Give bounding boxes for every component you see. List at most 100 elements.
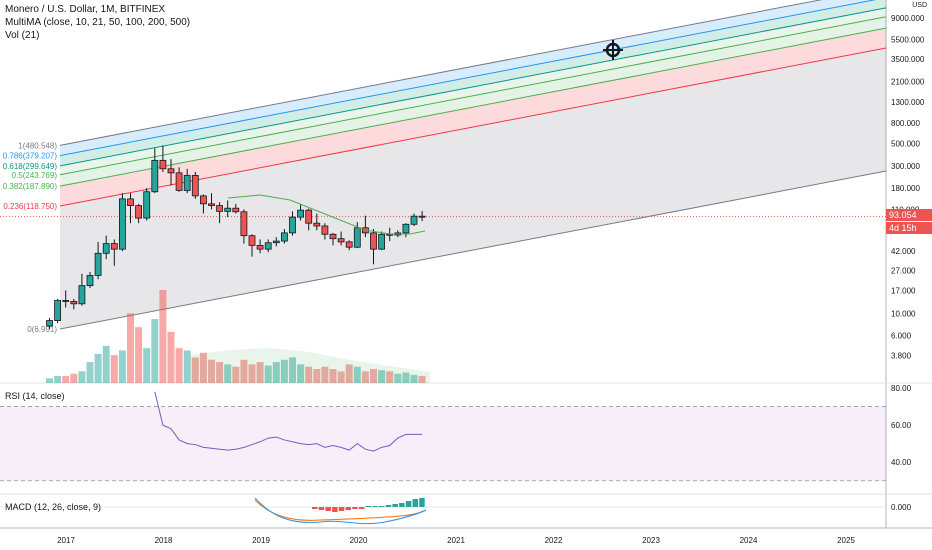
candle-body	[191, 175, 199, 197]
candles	[46, 145, 426, 330]
volume-bar	[272, 362, 280, 383]
candle-body	[224, 207, 232, 212]
multima-legend[interactable]: MultiMA (close, 10, 21, 50, 100, 200, 50…	[5, 17, 191, 28]
price-axis-label: 27.000	[891, 266, 916, 275]
macd-histogram-bar	[405, 501, 412, 507]
price-axis-label: 10.000	[891, 310, 916, 319]
volume-bar	[159, 290, 167, 383]
candle-body	[143, 191, 151, 219]
macd-histogram-bar	[385, 505, 392, 507]
macd-histogram-bar	[419, 498, 425, 507]
volume-bar	[94, 353, 102, 383]
volume-bar	[54, 376, 62, 383]
volume-legend[interactable]: Vol (21)	[5, 30, 40, 41]
volume-bar	[313, 369, 321, 383]
fib-level-label: 0(6.991)	[27, 325, 57, 334]
volume-bar	[86, 362, 94, 383]
volume-bars	[46, 290, 430, 383]
candle-body	[280, 232, 288, 242]
volume-bar	[329, 369, 337, 383]
candle-body	[337, 238, 345, 243]
volume-bar	[402, 372, 410, 383]
volume-bar	[370, 369, 377, 383]
candle-body	[102, 243, 110, 254]
candle-body	[216, 205, 224, 212]
candle-body	[70, 301, 78, 305]
candle-body	[321, 225, 329, 235]
price-axis-label: 2100.000	[891, 77, 925, 86]
candle-body	[208, 203, 215, 206]
last-price-tag: 93.054	[886, 209, 932, 221]
macd-histogram-bar	[372, 506, 378, 507]
volume-bar	[70, 373, 78, 383]
candle-body	[54, 300, 61, 321]
fib-band	[60, 28, 886, 207]
price-axis-label: 9000.000	[891, 14, 925, 23]
currency-label: USD	[912, 2, 927, 9]
volume-bar	[240, 359, 248, 383]
volume-bar	[386, 371, 394, 383]
time-axis-label: 2022	[545, 536, 563, 545]
time-axis-label: 2018	[155, 536, 173, 545]
price-axis-label: 42.000	[891, 247, 916, 256]
fib-band	[60, 48, 886, 330]
volume-bar	[264, 365, 272, 383]
candle-body	[272, 240, 280, 244]
candle-body	[378, 233, 386, 250]
macd-histogram	[312, 498, 425, 512]
candle-body	[151, 159, 159, 193]
crosshair-target-icon[interactable]	[603, 40, 623, 60]
volume-bar	[345, 364, 353, 383]
candle-body	[119, 198, 126, 250]
volume-bar	[353, 366, 361, 383]
moving-average-line	[227, 194, 426, 235]
chart-title: Monero / U.S. Dollar, 1M, BITFINEX	[5, 4, 166, 15]
fib-level-label: 0.786(379.207)	[3, 152, 58, 161]
macd-histogram-bar	[412, 499, 418, 507]
candle-body	[248, 235, 256, 246]
candle-body	[305, 209, 313, 224]
volume-bar	[62, 376, 70, 383]
candle-body	[256, 244, 264, 250]
candle-body	[418, 215, 426, 218]
candle-body	[167, 168, 175, 174]
price-axis: 9000.000 5500.000 3500.000 2100.000 1300.000…	[891, 14, 925, 360]
volume-bar	[143, 348, 151, 383]
candle-body	[370, 232, 377, 250]
macd-histogram-bar	[325, 507, 331, 511]
volume-bar	[199, 352, 207, 383]
volume-bar	[46, 378, 53, 383]
volume-bar	[232, 366, 240, 383]
fib-level-line	[59, 0, 877, 157]
rsi-band	[0, 406, 886, 481]
macd-histogram-bar	[312, 507, 318, 509]
macd-histogram-bar	[358, 507, 365, 509]
volume-bar	[289, 357, 296, 383]
time-axis-label: 2025	[837, 536, 855, 545]
candle-body	[159, 159, 167, 170]
volume-bar	[135, 327, 143, 383]
volume-bar	[151, 319, 159, 383]
volume-bar	[297, 364, 305, 383]
fib-band	[60, 0, 886, 166]
price-axis-label: 180.000	[891, 184, 920, 193]
volume-bar	[118, 350, 126, 383]
price-axis-label: 3.800	[891, 352, 912, 361]
volume-bar	[418, 376, 426, 383]
macd-legend[interactable]: MACD (12, 26, close, 9)	[5, 502, 102, 512]
rsi-line	[154, 391, 423, 452]
price-axis-label: 800.000	[891, 119, 920, 128]
macd-histogram-bar	[392, 504, 398, 507]
rsi-legend[interactable]: RSI (14, close)	[5, 391, 65, 401]
price-axis-label: 500.000	[891, 140, 920, 149]
time-axis-label: 2021	[447, 536, 465, 545]
volume-bar	[78, 371, 86, 383]
candle-body	[199, 195, 207, 205]
fib-level-line	[59, 16, 887, 176]
time-axis-label: 2017	[57, 536, 75, 545]
candle-body	[345, 241, 353, 248]
macd-histogram-bar	[399, 503, 405, 507]
price-axis-label: 5500.000	[891, 35, 925, 44]
candle-body	[289, 216, 296, 234]
